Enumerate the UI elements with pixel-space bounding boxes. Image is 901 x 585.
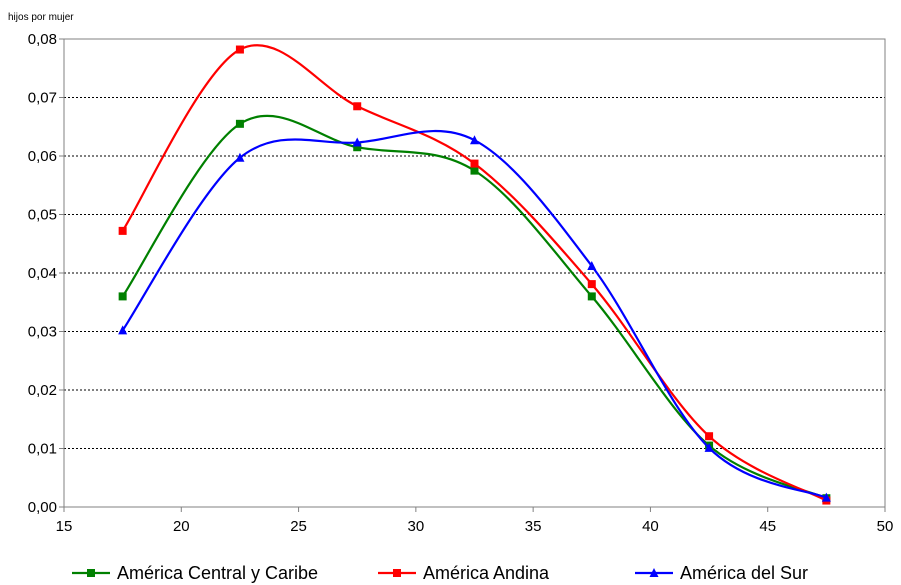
legend-item: América del Sur xyxy=(635,563,808,583)
data-point xyxy=(587,260,597,270)
x-axis: 15 20 25 30 35 40 45 50 xyxy=(56,507,894,535)
data-point xyxy=(235,119,244,128)
x-tick-label: 50 xyxy=(877,518,894,535)
legend-swatch-marker xyxy=(87,569,95,577)
data-point xyxy=(353,102,362,111)
x-tick-label: 25 xyxy=(290,518,307,535)
legend-swatch-marker xyxy=(649,568,659,577)
series-line-america-del-sur xyxy=(121,129,827,499)
y-tick-label: 0,04 xyxy=(28,265,57,282)
y-tick-label: 0,03 xyxy=(28,324,57,341)
series-layer xyxy=(118,44,831,505)
legend: América Central y Caribe América Andina Am… xyxy=(72,563,808,583)
y-tick-label: 0,06 xyxy=(28,148,57,165)
x-tick-label: 20 xyxy=(173,518,190,535)
series-america-central-y-caribe xyxy=(118,114,831,503)
y-tick-label: 0,07 xyxy=(28,90,57,107)
data-point xyxy=(118,325,128,335)
data-point xyxy=(235,152,245,162)
data-point xyxy=(118,292,127,301)
data-point xyxy=(587,292,596,301)
data-point xyxy=(470,135,479,145)
data-point xyxy=(118,226,127,235)
y-tick-label: 0,01 xyxy=(28,441,57,458)
data-point xyxy=(353,143,362,152)
legend-label: América Central y Caribe xyxy=(117,563,318,583)
y-axis-title: hijos por mujer xyxy=(8,12,74,23)
y-tick-label: 0,02 xyxy=(28,382,57,399)
data-point xyxy=(235,45,244,54)
y-axis: 0,00 0,01 0,02 0,03 0,04 0,05 0,06 0,07 0,08 xyxy=(28,31,64,516)
legend-label: América Andina xyxy=(423,563,550,583)
y-tick-label: 0,00 xyxy=(28,499,57,516)
x-tick-label: 45 xyxy=(759,518,776,535)
y-tick-label: 0,05 xyxy=(28,207,57,224)
series-america-andina xyxy=(118,44,831,505)
data-point xyxy=(470,166,479,175)
x-tick-label: 30 xyxy=(408,518,425,535)
data-point xyxy=(821,492,831,502)
series-america-del-sur xyxy=(118,129,831,502)
legend-item: América Andina xyxy=(378,563,550,583)
data-point xyxy=(587,280,596,289)
x-tick-label: 35 xyxy=(525,518,542,535)
x-tick-label: 15 xyxy=(56,518,73,535)
x-tick-label: 40 xyxy=(642,518,659,535)
data-point xyxy=(705,432,714,441)
data-point xyxy=(470,159,479,168)
y-tick-label: 0,08 xyxy=(28,31,57,48)
grid xyxy=(64,97,885,449)
legend-swatch-marker xyxy=(393,569,401,577)
legend-item: América Central y Caribe xyxy=(72,563,318,583)
data-point xyxy=(352,137,362,147)
legend-label: América del Sur xyxy=(680,563,808,583)
data-point xyxy=(704,442,714,452)
